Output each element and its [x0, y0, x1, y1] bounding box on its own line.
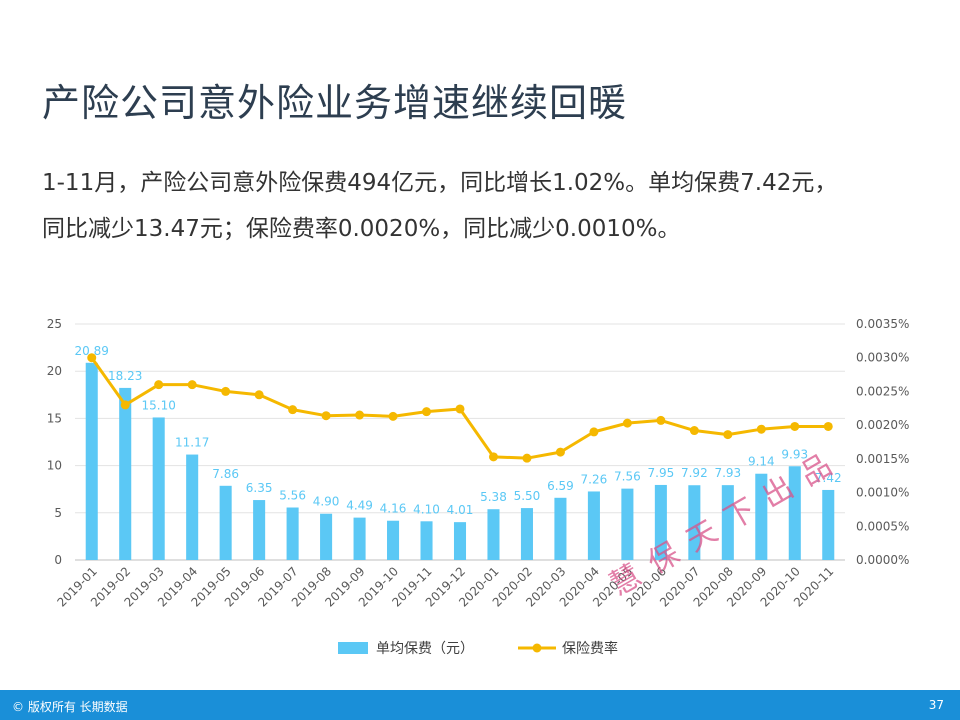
bar — [420, 521, 433, 560]
bar — [554, 497, 567, 560]
bar — [654, 484, 667, 560]
rate-point — [120, 400, 130, 410]
bar-data-label: 7.95 — [648, 466, 675, 480]
rate-point — [656, 415, 666, 425]
y-left-tick-label: 5 — [54, 506, 62, 520]
bar — [85, 362, 98, 560]
legend-line-label: 保险费率 — [562, 640, 618, 657]
rate-point — [522, 453, 532, 463]
rate-point — [221, 386, 231, 396]
bar — [353, 517, 366, 560]
y-right-tick-label: 0.0030% — [856, 351, 909, 365]
legend-bar-swatch — [338, 642, 368, 654]
rate-point — [455, 404, 465, 414]
y-left-tick-label: 15 — [47, 411, 62, 425]
rate-point — [555, 447, 565, 457]
bar-data-label: 4.49 — [346, 499, 373, 513]
bar — [621, 488, 634, 560]
bar-data-label: 4.90 — [313, 495, 340, 509]
bar-data-label: 7.26 — [581, 472, 608, 486]
bar-data-label: 11.17 — [175, 436, 209, 450]
y-right-tick-label: 0.0005% — [856, 519, 909, 533]
y-left-tick-label: 0 — [54, 553, 62, 567]
y-left-tick-label: 10 — [47, 459, 62, 473]
bar — [688, 485, 701, 560]
y-right-tick-label: 0.0035% — [856, 317, 909, 331]
summary-line-2: 同比减少13.47元；保险费率0.0020%，同比减少0.0010%。 — [42, 216, 681, 242]
rate-point — [288, 405, 298, 415]
y-right-tick-label: 0.0025% — [856, 384, 909, 398]
bar-data-label: 7.93 — [714, 466, 741, 480]
bar-data-label: 4.01 — [447, 503, 474, 517]
rate-point — [589, 427, 599, 437]
page-number: 37 — [928, 698, 944, 712]
y-left-tick-label: 20 — [47, 364, 62, 378]
bar-data-label: 20.89 — [75, 344, 109, 358]
rate-point — [154, 380, 164, 390]
rate-point — [488, 452, 498, 462]
bar — [387, 520, 400, 560]
rate-point — [689, 426, 699, 436]
bar-data-label: 5.56 — [279, 489, 306, 503]
y-right-tick-label: 0.0020% — [856, 418, 909, 432]
y-right-tick-label: 0.0000% — [856, 553, 909, 567]
rate-point — [87, 353, 97, 363]
bar — [721, 485, 734, 560]
bar-data-label: 4.16 — [380, 502, 407, 516]
bar — [788, 466, 801, 560]
bar-data-label: 7.42 — [815, 471, 842, 485]
bar — [520, 508, 533, 560]
bar-data-label: 7.86 — [212, 467, 239, 481]
footer-bar: © 版权所有 长期数据 37 — [0, 690, 960, 720]
bar-data-label: 6.59 — [547, 479, 574, 493]
y-right-tick-label: 0.0010% — [856, 486, 909, 500]
y-right-tick-label: 0.0015% — [856, 452, 909, 466]
bar — [186, 454, 199, 560]
rate-point — [723, 430, 733, 440]
bar-data-label: 4.10 — [413, 502, 440, 516]
bar — [487, 509, 500, 560]
bar — [320, 513, 333, 560]
rate-point — [790, 421, 800, 431]
legend-line-marker — [532, 643, 542, 653]
bar-data-label: 5.50 — [514, 489, 541, 503]
rate-point — [622, 418, 632, 428]
bar — [152, 417, 165, 560]
bar-data-label: 15.10 — [142, 398, 176, 412]
bar-data-label: 9.14 — [748, 455, 775, 469]
combo-chart: 0 5 10 15 20 25 0.0000% 0.0005% 0.0010% 0.0015% 0.… — [47, 317, 910, 657]
y-left-tick-label: 25 — [47, 317, 62, 331]
rate-point — [823, 421, 833, 431]
bar — [119, 387, 132, 560]
rate-point — [756, 424, 766, 434]
rate-point — [422, 407, 432, 417]
page-title: 产险公司意外险业务增速继续回暖 — [42, 81, 628, 125]
bar-data-label: 9.93 — [781, 447, 808, 461]
bar — [587, 491, 600, 560]
bar-data-label: 6.35 — [246, 481, 273, 495]
bar-data-label: 18.23 — [108, 369, 142, 383]
rate-point — [388, 411, 398, 421]
bar-data-label: 7.92 — [681, 466, 708, 480]
bar-data-label: 7.56 — [614, 470, 641, 484]
bar-data-label: 5.38 — [480, 490, 507, 504]
bar — [286, 507, 299, 560]
rate-point — [254, 390, 264, 400]
bar — [453, 522, 467, 560]
footer-copyright: © 版权所有 长期数据 — [12, 700, 128, 714]
rate-point — [355, 410, 365, 420]
bar — [755, 473, 768, 560]
bar — [822, 489, 835, 560]
bar — [253, 500, 266, 560]
rate-point — [187, 380, 197, 390]
rate-point — [321, 411, 331, 421]
summary-line-1: 1-11月，产险公司意外险保费494亿元，同比增长1.02%。单均保费7.42元… — [42, 170, 838, 196]
legend-bar-label: 单均保费（元） — [376, 641, 474, 657]
bar — [219, 485, 232, 560]
summary-text: 1-11月，产险公司意外险保费494亿元，同比增长1.02%。单均保费7.42元… — [42, 160, 932, 252]
